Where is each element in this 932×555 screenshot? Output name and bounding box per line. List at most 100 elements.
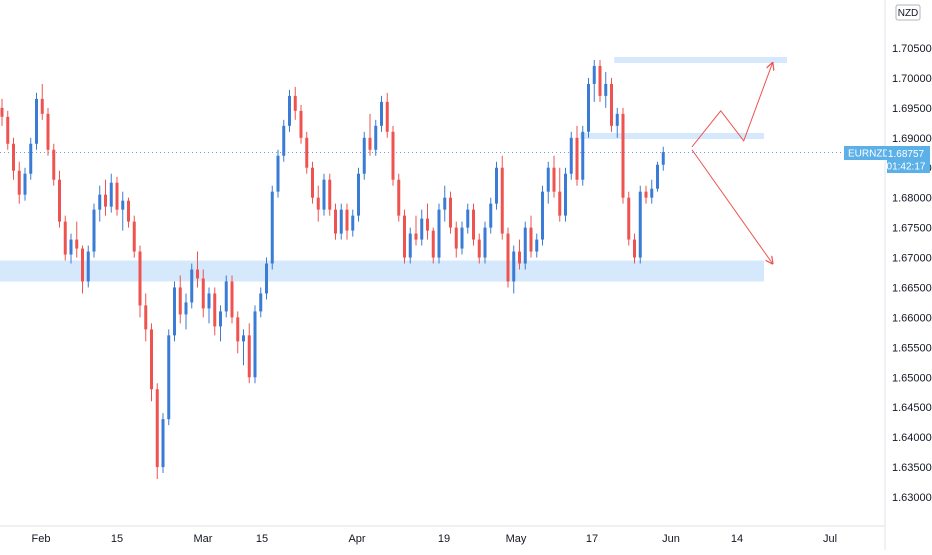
date-tick-label: Feb (32, 533, 51, 545)
price-tick-label: 1.64500 (892, 402, 932, 414)
date-tick-label: Mar (194, 533, 213, 545)
candle-body (650, 188, 654, 198)
candle-body (115, 182, 119, 210)
candle-body (288, 95, 291, 126)
candle-body (190, 269, 194, 303)
price-tick-label: 1.67000 (892, 253, 932, 265)
candle-body (334, 209, 337, 234)
candle-body (466, 209, 470, 228)
candle-body (357, 173, 360, 216)
price-tick-label: 1.63000 (892, 492, 932, 504)
candle-body (29, 143, 33, 174)
candle-body (541, 191, 544, 240)
price-tick-label: 1.70500 (892, 43, 932, 55)
currency-badge-text: NZD (898, 8, 919, 19)
candle-body (339, 209, 343, 234)
candle-body (477, 239, 481, 258)
price-axis[interactable]: 1.705001.700001.695001.690001.685001.680… (892, 43, 932, 504)
candle-body (437, 209, 441, 258)
candle-body (426, 218, 429, 231)
candle-body (495, 167, 498, 204)
candle-body (247, 335, 251, 378)
candle-body (397, 179, 401, 216)
currency-badge[interactable]: NZD (895, 4, 921, 21)
candle-body (454, 227, 458, 249)
candle-body (615, 113, 619, 126)
candle-body (558, 191, 562, 216)
candle-body (431, 230, 435, 258)
sr-zone-2 (614, 56, 787, 63)
candle-body (449, 197, 452, 228)
price-tick-label: 1.66000 (892, 312, 932, 324)
sr-zone-1 (579, 133, 764, 139)
candle-body (633, 239, 636, 258)
symbol-price-label[interactable]: EURNZD 1.68757 01:42:17 (844, 146, 930, 173)
date-tick-label: Jul (823, 533, 837, 545)
candle-body (552, 167, 556, 192)
candle-body (259, 293, 263, 312)
candle-body (270, 191, 274, 264)
sr-zone-0 (0, 260, 764, 282)
candle-body (144, 305, 148, 330)
candle-body (98, 194, 102, 210)
candle-body (17, 170, 21, 195)
candle-body (196, 269, 199, 279)
candle-body (201, 278, 205, 309)
date-tick-label: May (506, 533, 527, 545)
candle-body (81, 248, 84, 282)
candle-body (460, 227, 464, 249)
candle-body (391, 131, 395, 180)
candle-body (242, 335, 245, 342)
candle-body (92, 209, 96, 252)
candle-body (46, 113, 50, 150)
candle-body (374, 125, 378, 150)
candle-body (403, 215, 406, 258)
candle-body (282, 125, 286, 156)
candle-body (6, 116, 10, 144)
price-tick-label: 1.69500 (892, 103, 932, 115)
candle-body (581, 131, 585, 180)
candle-body (472, 209, 475, 240)
candle-body (322, 179, 326, 210)
candle-body (265, 263, 268, 294)
candle-body (58, 179, 61, 222)
candle-body (35, 98, 38, 144)
candle-body (0, 107, 4, 117)
candle-body (109, 182, 113, 207)
candle-body (75, 239, 79, 249)
candle-body (587, 83, 590, 132)
candle-body (575, 137, 579, 180)
candle-body (316, 197, 320, 210)
candle-body (127, 200, 130, 222)
candle-body (276, 155, 280, 192)
candle-body (500, 167, 504, 234)
candle-body (167, 335, 171, 420)
candle-body (564, 173, 567, 216)
candle-body (414, 233, 418, 240)
date-tick-label: 15 (111, 533, 123, 545)
candle-body (224, 281, 228, 312)
candle-body (253, 311, 257, 378)
candle-body (173, 287, 176, 336)
countdown-text: 01:42:17 (887, 162, 926, 173)
date-tick-label: Jun (662, 533, 680, 545)
candle-body (351, 215, 355, 231)
candle-body (546, 167, 550, 192)
date-tick-label: 14 (731, 533, 743, 545)
projection-arrow-0 (691, 63, 773, 148)
price-tick-label: 1.67500 (892, 223, 932, 235)
currency-badge-box (895, 4, 921, 21)
date-axis[interactable]: Feb 15 Mar 15 Apr 19 May 17 Jun 14 Jul (32, 533, 838, 545)
candle-body (385, 101, 389, 132)
candle-body (305, 137, 309, 168)
candle-body (86, 251, 90, 282)
candle-body (621, 113, 625, 198)
candle-body (638, 191, 642, 258)
candle-body (293, 95, 297, 111)
candle-body (161, 419, 165, 468)
candle-body (299, 110, 303, 138)
candle-body (523, 227, 527, 264)
candle-body (627, 197, 631, 240)
